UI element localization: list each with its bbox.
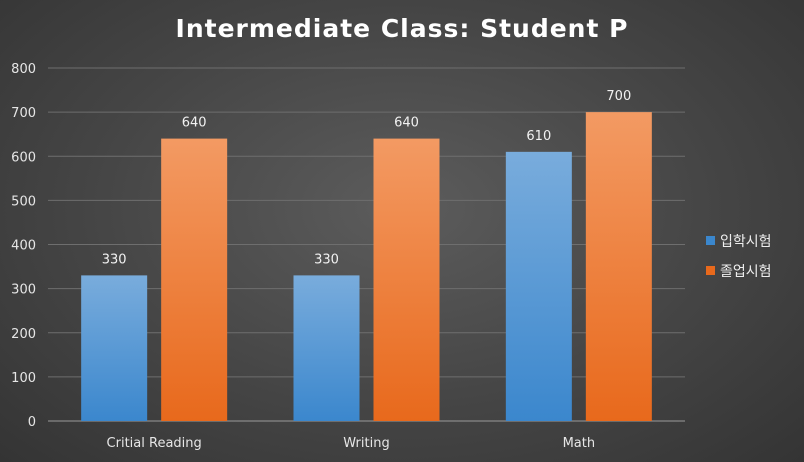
data-label: 640 [394,116,419,131]
x-tick-label: Writing [343,436,389,451]
data-label: 640 [182,116,207,131]
y-tick-label: 800 [11,62,36,77]
bar [81,275,148,421]
bar [505,151,572,421]
y-tick-label: 300 [11,283,36,298]
data-labels: 330 640 330 640 610 700 [102,89,631,267]
y-tick-label: 600 [11,150,36,165]
bar [585,112,652,421]
x-tick-label: Critial Reading [107,436,202,451]
data-label: 610 [526,129,551,144]
data-label: 330 [314,252,339,267]
bar [161,138,228,421]
gridlines [48,67,685,378]
axes: 0 100 200 300 400 500 600 700 800 Critial Reading… [11,62,685,451]
x-tick-label: Math [563,436,596,451]
y-tick-label: 700 [11,106,36,121]
y-tick-label: 0 [28,415,36,430]
legend-swatch [706,266,715,275]
y-tick-label: 200 [11,327,36,342]
data-label: 700 [606,89,631,104]
y-tick-label: 400 [11,239,36,254]
bar [293,275,360,421]
legend-label: 졸업시험 [720,264,772,280]
y-tick-label: 500 [11,194,36,209]
y-tick-label: 100 [11,371,36,386]
chart-title: Intermediate Class: Student P [175,14,629,43]
bars [81,112,652,421]
data-label: 330 [102,252,127,267]
bar [373,138,440,421]
legend-label: 입학시험 [720,234,772,250]
legend-swatch [706,236,715,245]
